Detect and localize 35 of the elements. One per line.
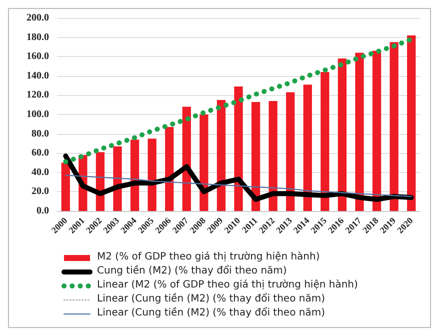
bar [148,138,156,211]
y-tick-label: 180.0 [26,32,49,43]
bar [113,146,122,211]
y-tick-label: 40.0 [32,166,49,178]
y-tick-label: 140.0 [26,70,49,82]
y-tick-label: 0.0 [36,206,49,216]
bar [251,102,260,211]
bar [407,35,416,211]
bar [320,72,330,211]
bar [303,84,312,211]
bar [338,58,347,211]
legend-label: M2 (% of GDP theo giá thị trường hiện hành) [97,252,320,262]
bar [165,127,174,211]
bar [234,86,243,211]
line-series [65,174,412,198]
y-tick-label: 80.0 [32,128,49,140]
bar [390,42,398,211]
y-tick-label: 60.0 [32,148,49,159]
y-tick-label: 120.0 [26,90,49,101]
bar [355,52,364,211]
bar [130,140,140,211]
bar [200,114,208,211]
bar [61,162,70,211]
bar [372,50,382,211]
legend-label: Cung tiền (M2) (% thay đổi theo năm) [97,264,287,276]
y-tick-label: 160.0 [26,51,49,62]
y-tick-label: 20.0 [32,186,49,198]
legend-label: Linear (Cung tiền (M2) (% thay đổi theo năm) [97,292,326,304]
legend-label: Linear (M2 (% of GDP theo giá thị trường hiện hành) [97,280,358,290]
legend-label: Linear (Cung tiền (M2) (% thay đổi theo năm) [97,306,326,318]
bar [286,92,295,211]
bar [268,100,278,211]
bar [216,100,226,211]
y-tick-label: 100.0 [26,109,49,120]
y-tick-label: 200.0 [26,12,49,24]
